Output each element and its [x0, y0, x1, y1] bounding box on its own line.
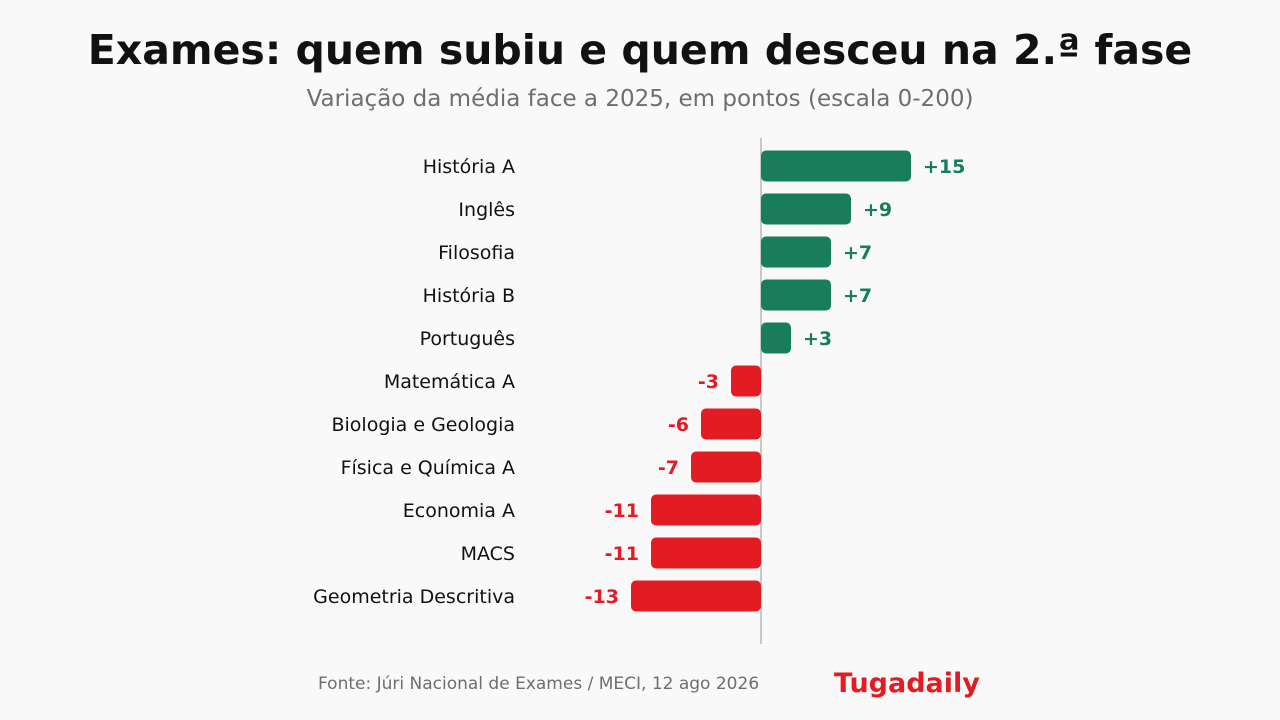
bar	[761, 322, 791, 354]
category-label: MACS	[461, 543, 515, 565]
chart-subtitle: Variação da média face a 2025, em pontos…	[306, 86, 974, 112]
bar	[651, 494, 761, 526]
category-label: Geometria Descritiva	[313, 586, 515, 608]
category-label: História B	[423, 285, 515, 307]
category-label: Filosofia	[438, 242, 515, 264]
bar	[701, 408, 761, 440]
data-label: -11	[605, 543, 639, 565]
bar	[691, 451, 761, 483]
data-label: -7	[658, 457, 679, 479]
data-label: -6	[668, 414, 689, 436]
bar	[761, 236, 831, 268]
category-label: Matemática A	[384, 371, 515, 393]
bar	[761, 193, 851, 225]
data-label: +3	[803, 328, 832, 350]
data-label: +7	[843, 242, 872, 264]
data-label: -11	[605, 500, 639, 522]
data-label: +9	[863, 199, 892, 221]
bar	[631, 580, 761, 612]
bar	[651, 537, 761, 569]
category-label: Biologia e Geologia	[331, 414, 515, 436]
bar	[731, 365, 761, 397]
chart-title: Exames: quem subiu e quem desceu na 2.ª …	[87, 26, 1193, 74]
category-label: Inglês	[458, 199, 515, 221]
data-label: +15	[923, 156, 965, 178]
bar	[761, 150, 911, 182]
brand-logo: Tugadaily	[834, 668, 980, 699]
data-label: -13	[585, 586, 619, 608]
data-label: +7	[843, 285, 872, 307]
bar-chart: História A +15 Inglês +9 Filosofia +7 História…	[313, 138, 965, 644]
source-note: Fonte: Júri Nacional de Exames / MECI, 1…	[318, 674, 760, 694]
data-label: -3	[698, 371, 719, 393]
category-label: História A	[423, 156, 515, 178]
category-label: Economia A	[403, 500, 515, 522]
category-label: Português	[420, 328, 515, 350]
bar	[761, 279, 831, 311]
category-label: Física e Química A	[341, 457, 515, 479]
